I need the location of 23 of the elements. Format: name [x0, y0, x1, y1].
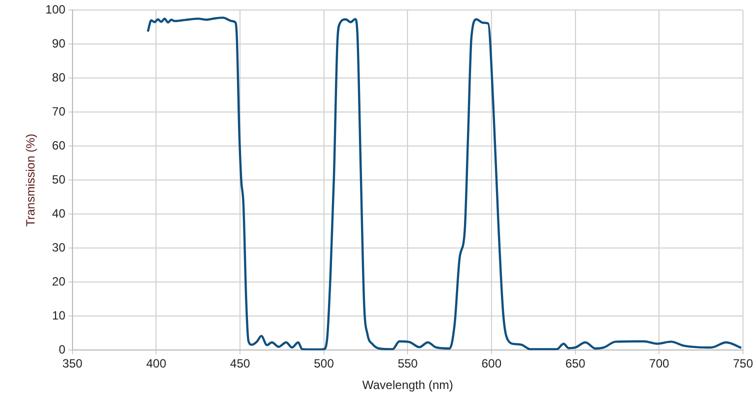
y-tick-label: 70 [52, 104, 66, 119]
y-tick-label: 10 [52, 308, 66, 323]
x-tick-label: 450 [230, 356, 250, 371]
y-tick-label: 40 [52, 206, 66, 221]
y-tick-label: 20 [52, 274, 66, 289]
y-axis-title: Transmission (%) [24, 134, 38, 227]
x-tick-label: 600 [482, 356, 502, 371]
y-tick-label: 0 [58, 342, 66, 357]
x-tick-label: 350 [62, 356, 83, 371]
y-tick-label: 80 [52, 70, 66, 85]
y-tick-label: 30 [52, 240, 66, 255]
x-tick-label: 400 [146, 356, 167, 371]
x-tick-label: 550 [398, 356, 418, 371]
x-axis-title: Wavelength (nm) [362, 378, 454, 392]
y-tick-label: 50 [52, 172, 66, 187]
y-tick-label: 60 [52, 138, 66, 153]
line-series [146, 16, 742, 350]
x-tick-label: 650 [565, 356, 586, 371]
x-tick-label: 500 [314, 356, 334, 371]
y-tick-label: 100 [45, 2, 66, 17]
x-tick-label: 700 [649, 356, 670, 371]
x-tick-label: 750 [732, 356, 754, 371]
y-tick-label: 90 [52, 36, 66, 51]
